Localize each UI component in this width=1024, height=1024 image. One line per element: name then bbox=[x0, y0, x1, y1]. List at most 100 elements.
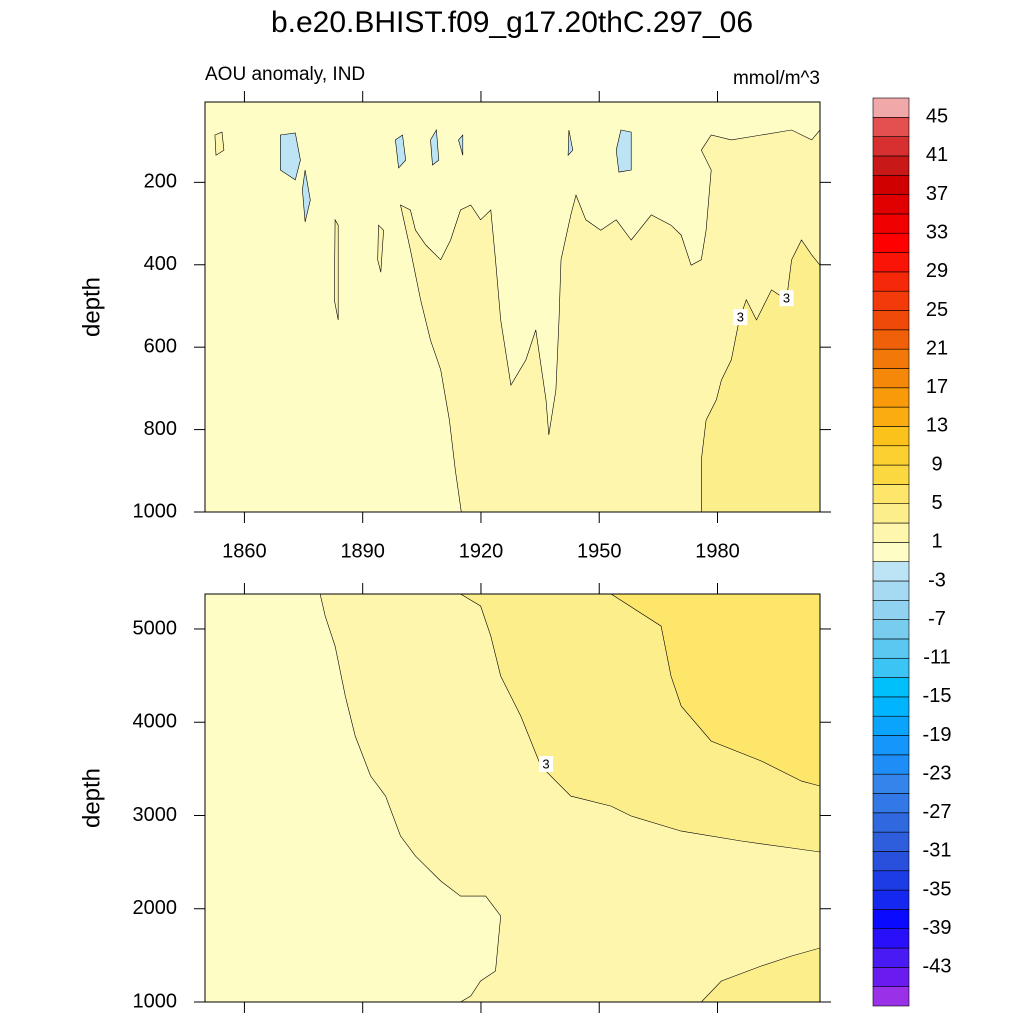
contour-region bbox=[430, 129, 440, 166]
colorbar-label: -31 bbox=[923, 840, 952, 862]
contour-label-box bbox=[539, 756, 554, 773]
subtitle-right: mmol/m^3 bbox=[733, 68, 820, 89]
contour-region bbox=[214, 131, 225, 156]
y-tick-label: 200 bbox=[144, 171, 177, 193]
x-tick-label: 1860 bbox=[222, 540, 267, 562]
x-tick-label: 1980 bbox=[695, 540, 740, 562]
colorbar-label: -39 bbox=[923, 917, 952, 939]
colorbar-box bbox=[872, 290, 910, 311]
colorbar-box bbox=[872, 155, 910, 176]
colorbar-label: 45 bbox=[926, 106, 948, 128]
colorbar-label: -3 bbox=[928, 569, 946, 591]
colorbar-label: 17 bbox=[926, 376, 948, 398]
y-tick-label: 4000 bbox=[133, 711, 178, 733]
colorbar-box bbox=[872, 851, 910, 872]
plot-area: 33 bbox=[205, 102, 820, 512]
colorbar-box bbox=[872, 889, 910, 910]
colorbar-box bbox=[872, 831, 910, 852]
contour-region bbox=[610, 594, 820, 787]
colorbar-box bbox=[872, 464, 910, 485]
x-tick-label: 1950 bbox=[577, 540, 622, 562]
x-tick-label: 1890 bbox=[340, 540, 385, 562]
colorbar-box bbox=[872, 232, 910, 253]
colorbar-box bbox=[872, 194, 910, 215]
colorbar-box bbox=[872, 348, 910, 369]
colorbar-label: -15 bbox=[923, 685, 952, 707]
y-tick-label: 3000 bbox=[133, 804, 178, 826]
colorbar-label: 1 bbox=[931, 531, 942, 553]
contour-region bbox=[333, 218, 339, 321]
colorbar-box bbox=[872, 542, 910, 562]
colorbar-box bbox=[872, 445, 910, 466]
colorbar-label: -35 bbox=[923, 878, 952, 900]
colorbar-label: 9 bbox=[931, 453, 942, 475]
subtitle-left: AOU anomaly, IND bbox=[205, 64, 365, 85]
colorbar-box bbox=[872, 406, 910, 427]
y-tick-label: 800 bbox=[144, 418, 177, 440]
colorbar-label: -27 bbox=[923, 801, 952, 823]
x-tick-label: 1920 bbox=[459, 540, 504, 562]
colorbar-box bbox=[872, 599, 910, 620]
colorbar-box bbox=[872, 909, 910, 930]
colorbar-box bbox=[872, 426, 910, 447]
plot-frame bbox=[204, 101, 821, 513]
colorbar-box bbox=[872, 754, 910, 775]
colorbar-box bbox=[872, 329, 910, 350]
colorbar-label: 37 bbox=[926, 183, 948, 205]
colorbar-label: 25 bbox=[926, 299, 948, 321]
chart-title: b.e20.BHIST.f09_g17.20thC.297_06 bbox=[271, 6, 753, 39]
contour-label: 3 bbox=[783, 291, 790, 306]
colorbar-box bbox=[872, 561, 910, 582]
colorbar-box bbox=[872, 213, 910, 234]
colorbar-label: -19 bbox=[923, 724, 952, 746]
contour-region bbox=[280, 132, 301, 181]
colorbar-box bbox=[872, 715, 910, 736]
y-axis-label: depth bbox=[78, 277, 105, 337]
colorbar-box bbox=[872, 812, 910, 833]
colorbar-label: 5 bbox=[931, 492, 942, 514]
colorbar-box bbox=[872, 773, 910, 794]
colorbar-box bbox=[872, 271, 910, 292]
contour-region bbox=[458, 134, 464, 156]
contour-label: 3 bbox=[542, 756, 549, 771]
colorbar-label: -43 bbox=[923, 956, 952, 978]
colorbar-box bbox=[872, 638, 910, 659]
y-tick-label: 1000 bbox=[133, 500, 178, 522]
y-tick-label: 5000 bbox=[133, 617, 178, 639]
colorbar-box bbox=[872, 97, 910, 118]
contour-label-box bbox=[779, 290, 794, 307]
y-tick-label: 1000 bbox=[133, 990, 178, 1012]
colorbar-box bbox=[872, 252, 910, 273]
colorbar-box bbox=[872, 619, 910, 640]
colorbar-label: 33 bbox=[926, 222, 948, 244]
colorbar-box bbox=[872, 947, 910, 968]
y-tick-label: 400 bbox=[144, 253, 177, 275]
colorbar-label: 29 bbox=[926, 260, 948, 282]
y-axis-label: depth bbox=[78, 768, 105, 828]
y-tick-label: 2000 bbox=[133, 897, 178, 919]
contour-region bbox=[567, 129, 574, 156]
colorbar-box bbox=[872, 310, 910, 331]
plot-frame bbox=[204, 593, 821, 1003]
plot-area: 3 bbox=[205, 594, 820, 1002]
contour-region bbox=[377, 224, 384, 273]
contour-region bbox=[700, 947, 820, 1002]
colorbar-box bbox=[872, 677, 910, 698]
colorbar-box bbox=[872, 657, 910, 678]
colorbar-label: -7 bbox=[928, 608, 946, 630]
contour-region bbox=[302, 169, 311, 222]
colorbar-box bbox=[872, 174, 910, 195]
colorbar-box bbox=[872, 928, 910, 949]
colorbar-box bbox=[872, 522, 910, 543]
colorbar-label: 13 bbox=[926, 415, 948, 437]
colorbar-label: -23 bbox=[923, 762, 952, 784]
colorbar-box bbox=[872, 484, 910, 505]
colorbar-box bbox=[872, 117, 910, 137]
contour-region bbox=[395, 134, 407, 169]
y-tick-label: 600 bbox=[144, 335, 177, 357]
colorbar-box bbox=[872, 368, 910, 389]
colorbar-box bbox=[872, 696, 910, 717]
colorbar-box bbox=[872, 735, 910, 756]
colorbar-box bbox=[872, 503, 910, 524]
